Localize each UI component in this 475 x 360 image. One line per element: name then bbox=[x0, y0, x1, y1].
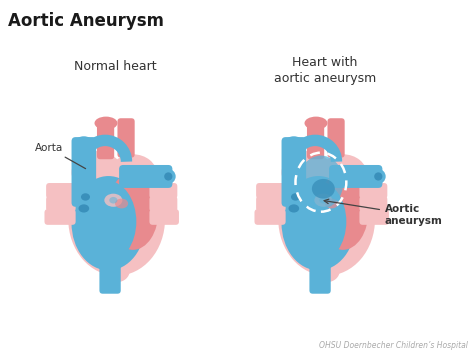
FancyBboxPatch shape bbox=[327, 118, 345, 158]
Ellipse shape bbox=[314, 194, 332, 207]
FancyBboxPatch shape bbox=[46, 196, 76, 212]
Ellipse shape bbox=[282, 176, 355, 270]
Ellipse shape bbox=[164, 172, 172, 181]
Ellipse shape bbox=[68, 162, 165, 276]
Ellipse shape bbox=[291, 193, 300, 201]
FancyBboxPatch shape bbox=[119, 165, 172, 188]
Ellipse shape bbox=[318, 172, 369, 250]
FancyBboxPatch shape bbox=[307, 122, 324, 159]
FancyBboxPatch shape bbox=[150, 183, 177, 199]
Ellipse shape bbox=[78, 204, 89, 212]
FancyBboxPatch shape bbox=[117, 118, 135, 158]
Text: Heart with
aortic aneurysm: Heart with aortic aneurysm bbox=[274, 56, 376, 85]
Text: Normal heart: Normal heart bbox=[74, 60, 156, 73]
Ellipse shape bbox=[72, 176, 145, 270]
FancyBboxPatch shape bbox=[72, 137, 96, 207]
FancyBboxPatch shape bbox=[45, 209, 76, 225]
Ellipse shape bbox=[104, 259, 130, 282]
FancyBboxPatch shape bbox=[360, 209, 389, 225]
Ellipse shape bbox=[282, 151, 332, 194]
FancyBboxPatch shape bbox=[309, 262, 331, 294]
Ellipse shape bbox=[109, 154, 157, 194]
Ellipse shape bbox=[81, 193, 90, 201]
FancyBboxPatch shape bbox=[256, 183, 285, 199]
Ellipse shape bbox=[287, 181, 346, 262]
Ellipse shape bbox=[108, 172, 159, 250]
FancyBboxPatch shape bbox=[150, 196, 177, 212]
FancyBboxPatch shape bbox=[97, 122, 114, 159]
Ellipse shape bbox=[319, 154, 367, 194]
FancyBboxPatch shape bbox=[360, 183, 387, 199]
Text: Aortic
aneurysm: Aortic aneurysm bbox=[324, 199, 443, 226]
Ellipse shape bbox=[314, 259, 340, 282]
Ellipse shape bbox=[371, 169, 386, 184]
FancyBboxPatch shape bbox=[329, 165, 382, 188]
Text: OHSU Doernbecher Children’s Hospital: OHSU Doernbecher Children’s Hospital bbox=[319, 341, 468, 350]
Ellipse shape bbox=[278, 162, 375, 276]
Ellipse shape bbox=[312, 179, 335, 199]
Ellipse shape bbox=[325, 199, 338, 208]
Ellipse shape bbox=[298, 156, 343, 209]
Ellipse shape bbox=[109, 197, 117, 203]
Ellipse shape bbox=[319, 197, 327, 203]
Ellipse shape bbox=[374, 172, 382, 181]
Ellipse shape bbox=[95, 117, 117, 130]
FancyBboxPatch shape bbox=[255, 209, 285, 225]
Ellipse shape bbox=[304, 117, 327, 130]
Ellipse shape bbox=[76, 136, 92, 146]
Ellipse shape bbox=[285, 136, 302, 146]
FancyBboxPatch shape bbox=[46, 183, 76, 199]
Ellipse shape bbox=[115, 199, 128, 208]
Text: Aorta: Aorta bbox=[35, 143, 86, 168]
FancyBboxPatch shape bbox=[99, 262, 121, 294]
Ellipse shape bbox=[77, 181, 136, 262]
FancyBboxPatch shape bbox=[256, 196, 285, 212]
FancyBboxPatch shape bbox=[360, 196, 387, 212]
FancyBboxPatch shape bbox=[150, 209, 179, 225]
Ellipse shape bbox=[72, 151, 123, 194]
FancyBboxPatch shape bbox=[282, 137, 306, 207]
Ellipse shape bbox=[104, 194, 123, 207]
Text: Aortic Aneurysm: Aortic Aneurysm bbox=[8, 12, 164, 30]
Ellipse shape bbox=[161, 169, 176, 184]
Ellipse shape bbox=[288, 204, 299, 212]
